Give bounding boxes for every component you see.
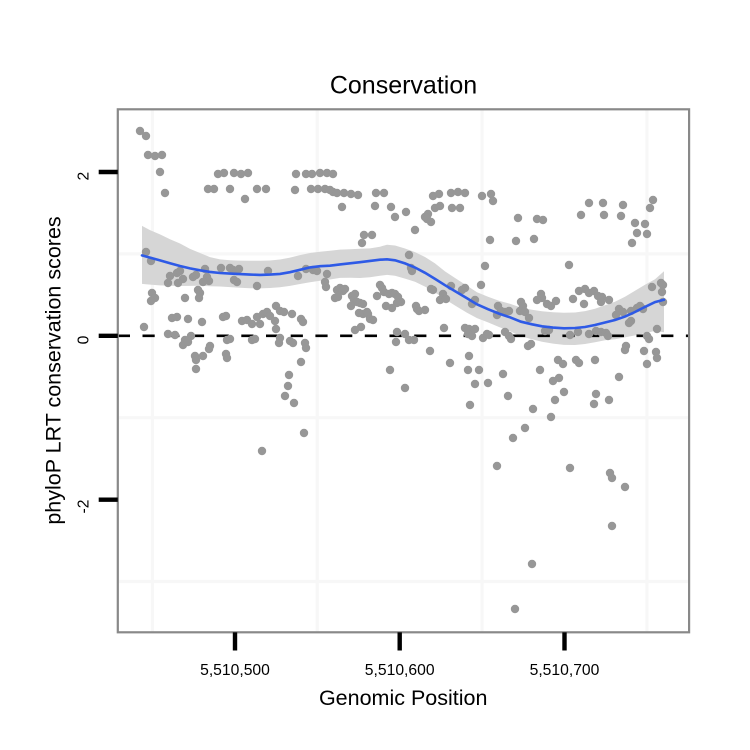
- svg-text:5,510,600: 5,510,600: [365, 662, 435, 679]
- svg-text:2: 2: [76, 172, 93, 181]
- svg-text:Conservation: Conservation: [330, 72, 477, 100]
- svg-text:0: 0: [76, 335, 93, 344]
- svg-text:Genomic Position: Genomic Position: [319, 686, 488, 710]
- svg-text:5,510,700: 5,510,700: [530, 662, 600, 679]
- svg-text:5,510,500: 5,510,500: [200, 662, 270, 679]
- svg-text:phyloP LRT conservation scores: phyloP LRT conservation scores: [42, 216, 66, 524]
- svg-text:-2: -2: [76, 500, 93, 514]
